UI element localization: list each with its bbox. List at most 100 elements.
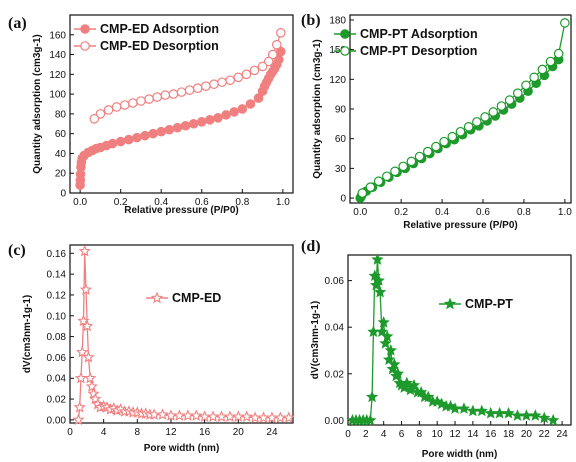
legend-entry: CMP-PT Desorption (334, 44, 477, 58)
data-point (156, 408, 169, 420)
data-point (529, 72, 539, 83)
data-point (422, 390, 435, 403)
y-tick-label: 0.06 (47, 353, 67, 364)
y-tick-label: 0.02 (47, 395, 67, 406)
x-tick-label: 20 (521, 429, 533, 440)
data-point (240, 410, 253, 422)
data-point (276, 46, 286, 57)
data-point (496, 101, 507, 111)
y-axis-label: dV(cm3nm-1g-1) (310, 301, 321, 379)
data-point (173, 409, 186, 421)
data-point (390, 166, 400, 177)
y-tick-label: 30 (335, 164, 347, 175)
data-point (205, 115, 215, 125)
data-point (217, 77, 227, 88)
chart-panel-d: 0 2 4 6 8 10 12 14 16 18 20 22 240.000.020.040.06Por… (301, 238, 572, 460)
panel-label: (b) (301, 12, 321, 29)
data-point (95, 109, 106, 119)
panel-label: (c) (8, 242, 26, 259)
y-tick-label: 0 (60, 189, 66, 200)
data-point (72, 413, 85, 426)
data-point (215, 410, 228, 422)
y-tick-label: 180 (329, 15, 346, 26)
data-point (85, 380, 98, 392)
data-point (233, 72, 244, 83)
x-tick-label: 0.4 (154, 197, 168, 208)
data-point (196, 117, 207, 127)
chart-panel-a: 0.0 0.2 0.4 0.6 0.8 1.0 0 20 40 60 80 100 120 140 160 R… (8, 14, 294, 216)
series-1 (346, 253, 560, 426)
x-tick-label: 4 (381, 429, 387, 440)
data-point (388, 358, 401, 370)
data-point (282, 411, 295, 423)
data-point (257, 61, 268, 72)
series-2 (357, 18, 570, 198)
x-tick-label: 1.0 (558, 207, 572, 218)
y-tick-label: 0.00 (325, 416, 345, 427)
y-tick-label: 160 (49, 30, 66, 41)
data-point (512, 88, 523, 98)
legend-entry: CMP-ED Adsorption (74, 22, 219, 36)
data-point (184, 85, 195, 95)
data-point (447, 131, 458, 142)
x-axis-label: Relative pressure (P/P0) (124, 205, 239, 216)
x-tick-label: 16 (199, 427, 211, 438)
data-point (398, 161, 409, 172)
data-point (439, 136, 449, 147)
data-point (455, 126, 466, 137)
data-point (521, 80, 531, 91)
data-point (206, 410, 220, 422)
data-point (364, 413, 377, 426)
data-point (103, 105, 114, 115)
legend-entry: CMP-ED (146, 291, 221, 305)
x-tick-label: 0.4 (435, 207, 449, 218)
x-tick-label: 18 (503, 429, 515, 440)
legend-marker (80, 41, 90, 51)
data-point (271, 39, 282, 50)
y-tick-label: 0 (340, 194, 346, 205)
data-point (132, 132, 142, 143)
data-point (480, 112, 490, 122)
chart-panel-c: 0 4 8 12 16 20 24 0.00 0.02 0.04 0.06 0.08 0.10 0.12 0… (8, 242, 295, 454)
legend-marker (150, 291, 164, 304)
data-point (431, 141, 441, 152)
legend-entry: CMP-ED Desorption (74, 39, 219, 53)
data-point (223, 410, 236, 422)
data-point (201, 81, 211, 91)
data-point (538, 411, 551, 424)
x-tick-label: 8 (135, 427, 141, 438)
data-point (553, 48, 564, 59)
data-point (160, 90, 171, 100)
data-point (79, 283, 93, 295)
data-point (74, 371, 88, 384)
data-point (422, 146, 433, 157)
x-tick-label: 4 (101, 427, 107, 438)
data-point (391, 367, 405, 379)
data-point (520, 409, 533, 421)
x-tick-label: 8 (417, 429, 423, 440)
data-point (172, 122, 183, 133)
data-point (232, 410, 245, 422)
data-point (237, 104, 248, 114)
data-point (274, 411, 287, 423)
data-point (384, 344, 397, 356)
data-point (545, 56, 556, 67)
data-point (213, 113, 223, 123)
data-point (511, 409, 524, 421)
data-point (89, 114, 100, 124)
data-point (365, 390, 379, 403)
panel-label: (a) (8, 15, 27, 32)
data-point (367, 325, 380, 338)
x-tick-label: 0.8 (517, 207, 531, 218)
data-point (560, 18, 570, 28)
data-point (221, 110, 231, 120)
x-tick-label: 10 (432, 429, 444, 440)
data-point (466, 404, 480, 417)
legend-label: CMP-PT Desorption (360, 44, 477, 58)
data-point (181, 409, 194, 421)
data-point (463, 122, 474, 132)
legend-entry: CMP-PT Adsorption (334, 27, 478, 41)
data-point (504, 95, 515, 105)
data-point (209, 79, 219, 90)
x-tick-label: 14 (467, 429, 479, 440)
